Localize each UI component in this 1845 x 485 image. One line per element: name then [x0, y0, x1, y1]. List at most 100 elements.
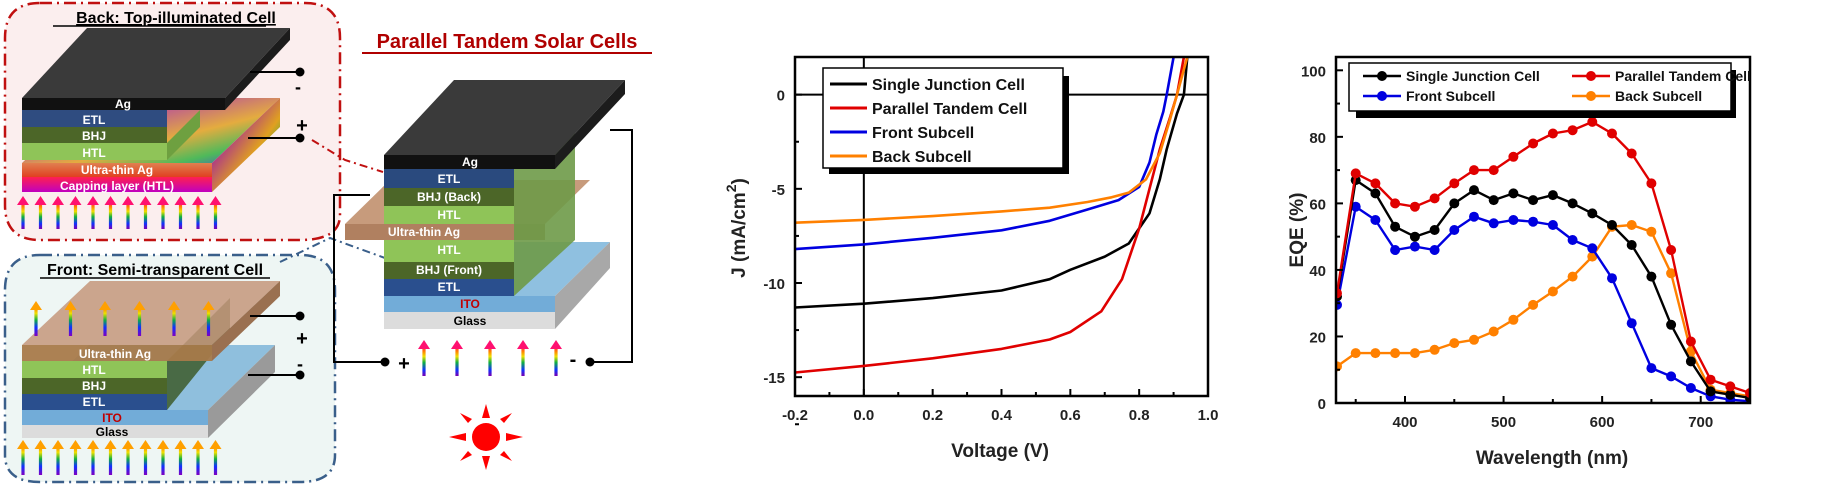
light-arrow-shaft [21, 202, 25, 229]
light-arrow-icon [418, 340, 430, 376]
light-arrow-icon [192, 440, 204, 475]
eqe-data-point [1685, 336, 1696, 347]
eqe-data-point [1567, 235, 1578, 245]
layer-ag-side [225, 28, 290, 110]
eqe-data-point [1567, 125, 1578, 136]
callout-back [311, 139, 384, 173]
tandem-label-glass: Glass [454, 314, 487, 328]
light-arrow-shaft [108, 446, 113, 475]
eqe-ytick-label: 0 [1318, 396, 1326, 413]
light-arrow-head [133, 301, 146, 310]
tandem-label-ag: Ag [462, 155, 478, 169]
label-etl: ETL [83, 113, 106, 127]
eqe-ylabel: EQE (%) [1287, 193, 1308, 268]
label-ultrathin-ag-front: Ultra-thin Ag [79, 347, 151, 361]
light-arrow-head [17, 196, 29, 205]
layer-ultrathin-ag-top [22, 281, 280, 345]
jv-ytick-label: -5 [772, 182, 785, 199]
tandem-glass-side [555, 242, 610, 329]
jv-xtick-label: 0.2 [922, 407, 943, 424]
eqe-data-point [1626, 148, 1637, 159]
eqe-data-point [1547, 286, 1558, 297]
eqe-data-point [1409, 201, 1420, 212]
jv-series-line-2 [795, 57, 1175, 251]
light-arrow-shaft [143, 202, 148, 229]
light-arrow-shaft [161, 446, 165, 475]
eqe-legend-swatch-marker [1586, 91, 1596, 101]
eqe-data-point [1626, 220, 1637, 230]
light-arrow-shaft [196, 202, 200, 229]
light-arrow-icon [64, 301, 77, 336]
tandem-label-etl-front: ETL [438, 280, 461, 294]
eqe-data-point [1528, 138, 1539, 149]
tandem-layer-ito [384, 296, 555, 312]
light-arrow-shaft [161, 202, 165, 229]
eqe-data-point [1508, 151, 1519, 162]
light-arrow-icon [34, 196, 47, 229]
label-ultrathin-ag: Ultra-thin Ag [81, 163, 153, 177]
eqe-ytick-label: 40 [1309, 263, 1326, 280]
eqe-data-point [1409, 241, 1420, 252]
eqe-data-point [1469, 334, 1479, 345]
eqe-data-point [1350, 168, 1361, 179]
light-arrow-icon [174, 196, 187, 229]
eqe-xtick-label: 700 [1688, 414, 1713, 431]
jv-ylabel-end: ) [729, 178, 750, 184]
light-arrow-icon [517, 340, 529, 376]
light-arrow-icon [34, 440, 47, 475]
tandem-label-htl-front: HTL [437, 243, 460, 257]
jv-xtick-label: 1.0 [1198, 407, 1219, 424]
light-arrow-shaft [56, 446, 60, 475]
jv-xtick-label: 0.4 [991, 407, 1013, 424]
eqe-data-point [1528, 216, 1539, 227]
light-arrow-shaft [56, 202, 60, 229]
eqe-xtick-label: 400 [1392, 414, 1417, 431]
light-arrow-icon [122, 196, 134, 229]
light-arrow-icon [104, 440, 117, 475]
tandem-stack: Parallel Tandem Solar Cells Ag ETL BHJ (… [333, 31, 652, 470]
terminal-neg-label: - [295, 77, 301, 97]
tandem-layer-bhj-back [384, 188, 514, 206]
light-arrow-shaft [196, 446, 200, 475]
eqe-data-point [1488, 326, 1499, 337]
label-etl-front: ETL [83, 395, 106, 409]
eqe-data-point [1370, 178, 1381, 189]
eqe-data-point [1488, 195, 1499, 206]
light-arrow-head [64, 301, 77, 310]
light-arrows-back [17, 196, 222, 229]
tandem-terminal-neg-label: - [570, 349, 577, 371]
back-stack-side [212, 98, 280, 192]
light-arrow-head [99, 301, 111, 310]
jv-ylabel-main: J (mA/cm [729, 192, 750, 278]
eqe-series-line [1336, 205, 1750, 403]
light-arrow-head [174, 196, 187, 205]
tandem-label-ito: ITO [460, 297, 480, 311]
eqe-data-point [1390, 245, 1401, 255]
front-terminal-dot-neg [295, 370, 305, 380]
eqe-data-point [1666, 371, 1677, 382]
light-arrow-icon [87, 196, 99, 229]
light-arrow-head [139, 440, 152, 449]
layer-ito [22, 410, 208, 425]
light-arrow-shaft [554, 346, 558, 376]
light-arrow-shaft [108, 202, 113, 229]
tandem-wire-right [590, 129, 633, 363]
terminal-dot-pos [295, 133, 305, 143]
light-arrow-icon [52, 440, 64, 475]
jv-ylabel: J (mA/cm2) [723, 178, 750, 278]
terminal-dot-neg [295, 67, 305, 77]
tandem-layer-htl-front [384, 240, 514, 262]
light-arrow-shaft [455, 346, 459, 376]
eqe-data-point [1429, 193, 1440, 204]
light-arrow-icon [69, 196, 82, 229]
tandem-layer-htl-back [384, 206, 514, 224]
light-arrow-head [209, 196, 222, 205]
light-arrow-head [418, 340, 430, 349]
jv-xlabel: Voltage (V) [951, 441, 1049, 462]
layer-htl [22, 143, 167, 160]
eqe-legend-label: Single Junction Cell [1406, 68, 1540, 84]
light-arrow-head [192, 440, 204, 449]
eqe-xtick-label: 500 [1491, 414, 1516, 431]
light-arrow-shaft [488, 346, 492, 376]
terminal-pos-label: + [296, 115, 308, 137]
